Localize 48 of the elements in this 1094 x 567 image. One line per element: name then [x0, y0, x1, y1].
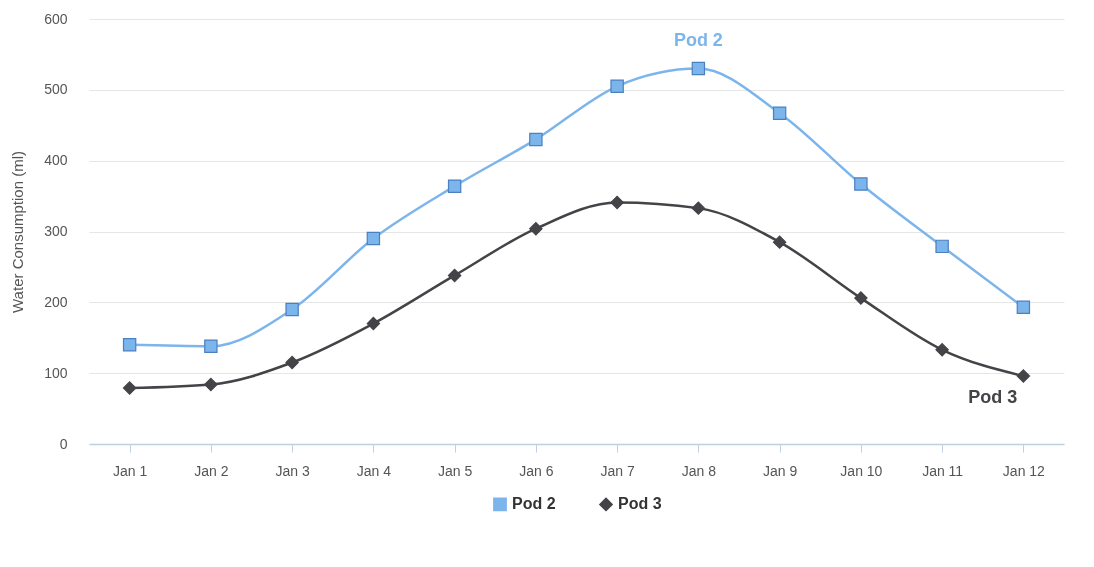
x-tick-label: Jan 7 [600, 462, 635, 479]
point [854, 291, 868, 305]
y-tick-label: 200 [44, 293, 68, 310]
x-tick-label: Jan 11 [922, 462, 964, 479]
point [204, 377, 218, 392]
y-tick-label: 600 [44, 10, 68, 27]
point [691, 201, 706, 215]
x-tick-label: Jan 12 [1002, 462, 1046, 479]
point [691, 61, 706, 76]
point [366, 231, 381, 246]
point [122, 381, 137, 395]
text: Pod 3 [968, 387, 1018, 407]
point [285, 302, 299, 317]
y-tick-label: 500 [44, 81, 68, 98]
legend-label: Pod 3 [618, 495, 662, 513]
point [935, 239, 949, 254]
point [447, 268, 462, 283]
y-tick-label: 100 [44, 364, 68, 381]
x-tick-label: Jan 8 [681, 462, 717, 479]
x-tick-label: Jan 3 [275, 462, 310, 479]
point [1016, 300, 1031, 315]
point [1016, 369, 1031, 383]
y-axis-title: Water Consumption (ml) [9, 151, 27, 313]
x-tick-label: Jan 9 [763, 462, 798, 479]
point [529, 132, 543, 147]
x-tick-label: Jan 6 [519, 462, 554, 479]
point [610, 195, 624, 210]
point [610, 79, 624, 94]
point [529, 221, 543, 236]
x-tick-label: Jan 10 [840, 462, 883, 479]
point [366, 316, 381, 331]
y-tick-label: 0 [59, 435, 68, 452]
point [935, 343, 949, 357]
point [122, 338, 137, 352]
point [772, 106, 787, 120]
y-tick-label: 400 [44, 152, 68, 169]
x-tick-label: Jan 5 [438, 462, 473, 479]
point [772, 235, 787, 249]
point [285, 355, 299, 370]
y-tick-label: 300 [44, 223, 68, 239]
point [854, 177, 868, 191]
x-tick-label: Jan 2 [194, 462, 229, 479]
legend-label: Pod 2 [512, 495, 556, 513]
text: Pod 2 [673, 29, 723, 50]
point [447, 179, 462, 193]
x-tick-label: Jan 4 [356, 462, 392, 479]
point [204, 339, 218, 353]
x-tick-label: Jan 1 [113, 462, 148, 479]
